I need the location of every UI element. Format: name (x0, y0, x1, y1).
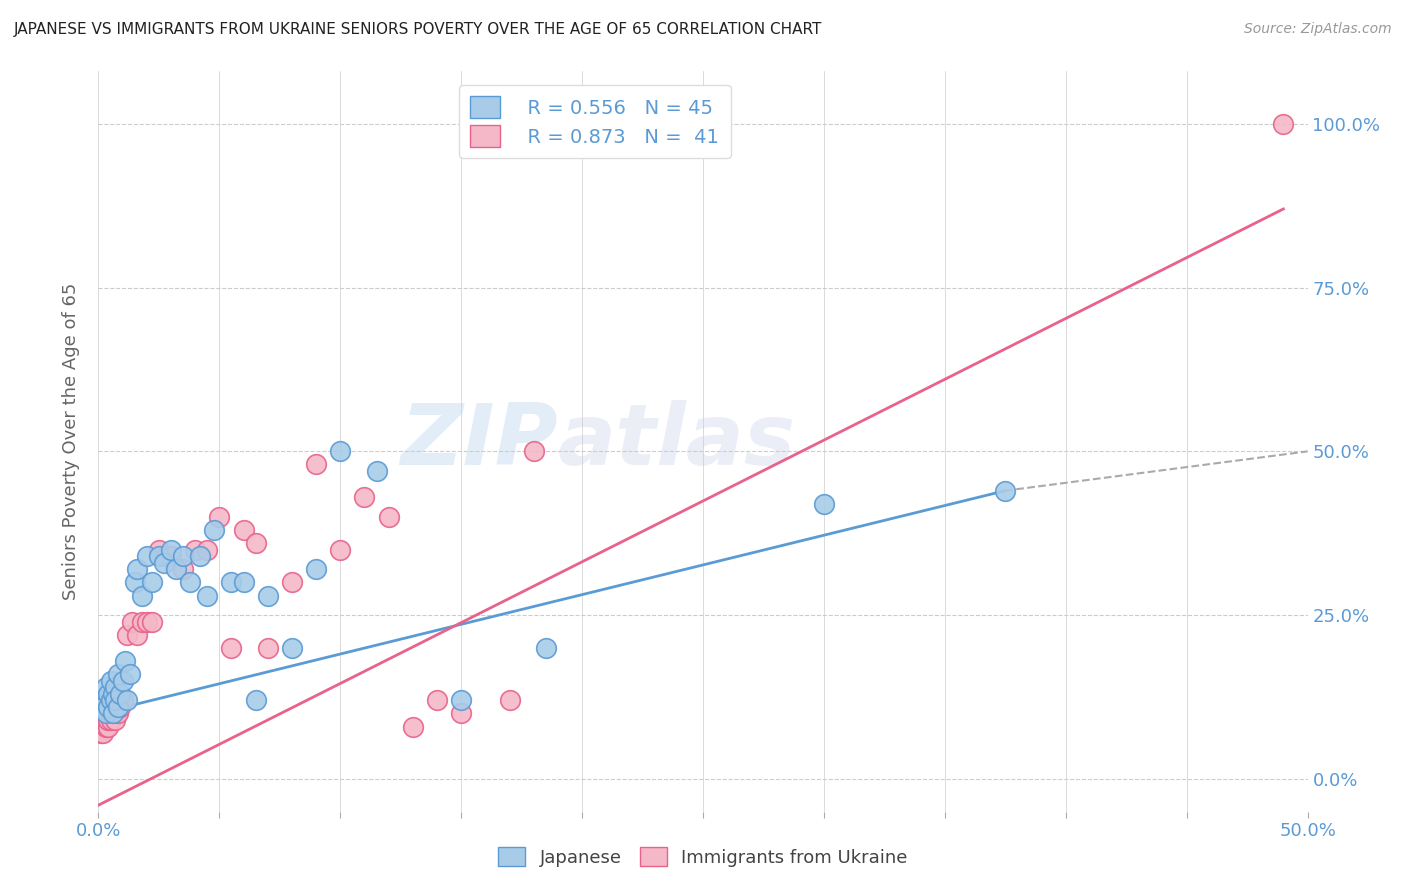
Point (195, 542, 218, 557)
Point (97, 713, 120, 727)
Point (256, 640, 278, 655)
Point (127, 562, 149, 576)
Point (91, 726, 114, 740)
Point (208, 509, 231, 524)
Point (426, 693, 449, 707)
Point (256, 589, 278, 603)
Point (97, 687, 120, 701)
Point (121, 615, 143, 629)
Point (94, 720, 117, 734)
Point (160, 542, 183, 557)
Point (172, 562, 194, 576)
Point (148, 542, 170, 557)
Point (90, 693, 112, 707)
Point (994, 483, 1017, 498)
Point (100, 713, 122, 727)
Point (523, 444, 546, 458)
Text: Source: ZipAtlas.com: Source: ZipAtlas.com (1244, 22, 1392, 37)
Point (179, 575, 201, 590)
Point (305, 458, 328, 472)
Point (165, 562, 187, 576)
Point (135, 549, 157, 564)
Point (101, 706, 124, 721)
Point (141, 615, 163, 629)
Point (232, 575, 254, 590)
Point (104, 713, 127, 727)
Point (108, 699, 131, 714)
Point (195, 589, 218, 603)
Point (160, 549, 183, 564)
Point (131, 589, 153, 603)
Point (107, 699, 129, 714)
Point (221, 575, 243, 590)
Point (107, 706, 129, 721)
Point (101, 706, 124, 721)
Point (402, 720, 425, 734)
Point (111, 693, 134, 707)
Point (108, 687, 131, 701)
Point (245, 536, 267, 550)
Point (450, 706, 472, 721)
Point (90, 726, 112, 740)
Point (172, 549, 194, 564)
Point (107, 667, 129, 681)
Point (101, 687, 124, 701)
Point (498, 693, 520, 707)
Point (366, 464, 388, 478)
Point (329, 444, 352, 458)
Point (329, 542, 352, 557)
Point (813, 497, 835, 511)
Point (377, 509, 399, 524)
Point (305, 562, 328, 576)
Point (100, 706, 122, 721)
Point (534, 640, 557, 655)
Point (281, 575, 304, 590)
Point (104, 680, 127, 694)
Y-axis label: Seniors Poverty Over the Age of 65: Seniors Poverty Over the Age of 65 (62, 283, 80, 600)
Point (1272, 117, 1295, 131)
Point (221, 640, 243, 655)
Point (118, 667, 141, 681)
Point (131, 615, 153, 629)
Point (127, 628, 149, 642)
Text: atlas: atlas (558, 400, 796, 483)
Point (232, 523, 254, 537)
Point (184, 542, 207, 557)
Point (94, 706, 117, 721)
Point (188, 549, 211, 564)
Point (94, 680, 117, 694)
Point (100, 693, 122, 707)
Point (141, 575, 163, 590)
Point (155, 549, 177, 564)
Point (152, 556, 174, 570)
Point (124, 575, 146, 590)
Point (111, 673, 134, 688)
Point (97, 720, 120, 734)
Point (117, 628, 139, 642)
Point (97, 699, 120, 714)
Point (450, 693, 472, 707)
Point (281, 640, 304, 655)
Point (91, 699, 114, 714)
Point (245, 693, 267, 707)
Point (114, 654, 136, 668)
Text: JAPANESE VS IMMIGRANTS FROM UKRAINE SENIORS POVERTY OVER THE AGE OF 65 CORRELATI: JAPANESE VS IMMIGRANTS FROM UKRAINE SENI… (14, 22, 823, 37)
Point (117, 693, 139, 707)
Legend:   R = 0.556   N = 45,   R = 0.873   N =  41: R = 0.556 N = 45, R = 0.873 N = 41 (458, 85, 731, 158)
Text: ZIP: ZIP (401, 400, 558, 483)
Point (94, 713, 117, 727)
Point (100, 673, 122, 688)
Point (148, 549, 170, 564)
Point (204, 523, 226, 537)
Point (104, 693, 127, 707)
Legend: Japanese, Immigrants from Ukraine: Japanese, Immigrants from Ukraine (491, 840, 915, 874)
Point (135, 615, 157, 629)
Point (353, 490, 375, 504)
